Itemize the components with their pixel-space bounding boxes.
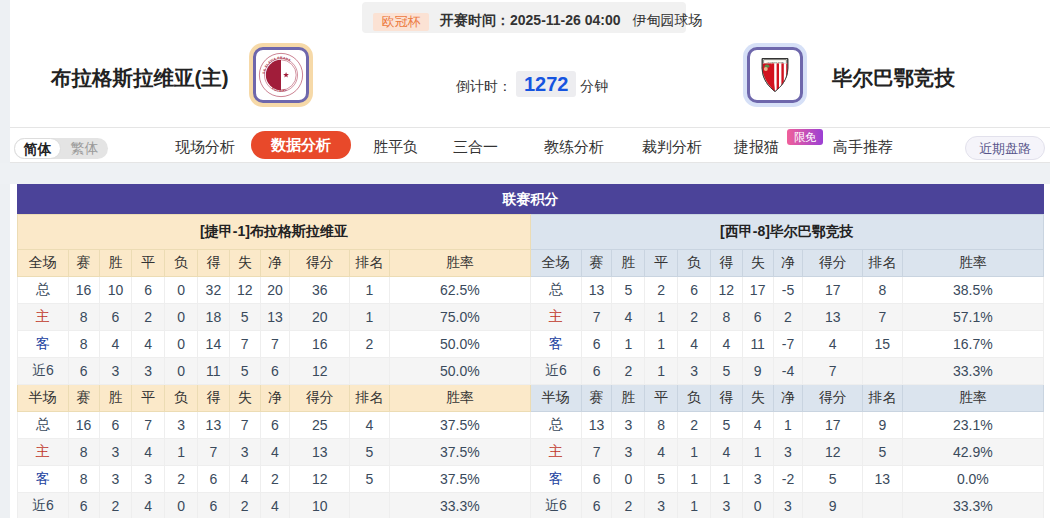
svg-text:ATHLETIC CLUB: ATHLETIC CLUB (767, 61, 785, 63)
